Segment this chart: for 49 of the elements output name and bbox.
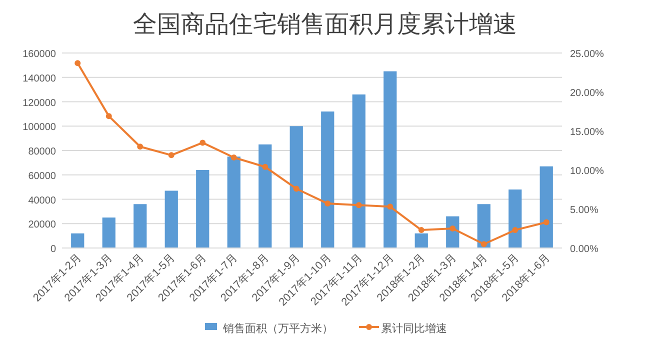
- bar: [477, 204, 490, 248]
- y-tick-label: 20000: [28, 220, 56, 231]
- point: [262, 164, 268, 170]
- bar: [134, 204, 147, 248]
- y-tick-label: 80000: [28, 146, 56, 158]
- y2-tick-label: 25.00%: [570, 49, 604, 60]
- y-tick-label: 100000: [22, 122, 56, 134]
- point: [324, 200, 331, 207]
- bar: [258, 144, 272, 248]
- bar: [540, 166, 553, 248]
- y2-tick-label: 10.00%: [570, 166, 604, 177]
- y2-tick-label: 5.00%: [570, 205, 598, 216]
- point: [200, 140, 206, 146]
- point: [293, 186, 300, 192]
- y2-tick-label: 15.00%: [570, 127, 604, 138]
- bar: [102, 218, 116, 248]
- bar: [321, 112, 334, 248]
- legend-label: 销售面积（万平方米）: [222, 322, 333, 335]
- point: [74, 60, 81, 66]
- point: [543, 219, 550, 226]
- bar: [414, 233, 428, 248]
- point: [356, 202, 362, 208]
- bar: [290, 126, 303, 248]
- bar: [384, 71, 397, 248]
- legend-label: 累计同比增速: [381, 322, 447, 335]
- point: [387, 204, 394, 210]
- y-tick-label: 60000: [28, 170, 56, 182]
- y-tick-label: 0: [50, 244, 56, 255]
- point: [450, 226, 456, 232]
- point: [480, 241, 487, 248]
- y-tick-label: 40000: [28, 195, 56, 206]
- point: [418, 227, 424, 234]
- y-tick-label: 140000: [22, 73, 56, 84]
- point: [137, 144, 144, 150]
- bar: [164, 190, 178, 248]
- bar: [227, 156, 240, 248]
- point: [168, 152, 174, 158]
- title: 全国商品住宅销售面积月度累计增速: [133, 11, 517, 38]
- point: [106, 113, 112, 120]
- y2-tick-label: 20.00%: [570, 88, 604, 99]
- bar: [352, 94, 366, 248]
- y-tick-label: 120000: [22, 98, 56, 109]
- point: [230, 154, 237, 161]
- bar: [196, 170, 210, 248]
- y-tick-label: 160000: [22, 49, 56, 60]
- point: [512, 227, 518, 234]
- bar: [508, 190, 522, 248]
- bar: [71, 233, 84, 248]
- y2-tick-label: 0.00%: [570, 244, 598, 255]
